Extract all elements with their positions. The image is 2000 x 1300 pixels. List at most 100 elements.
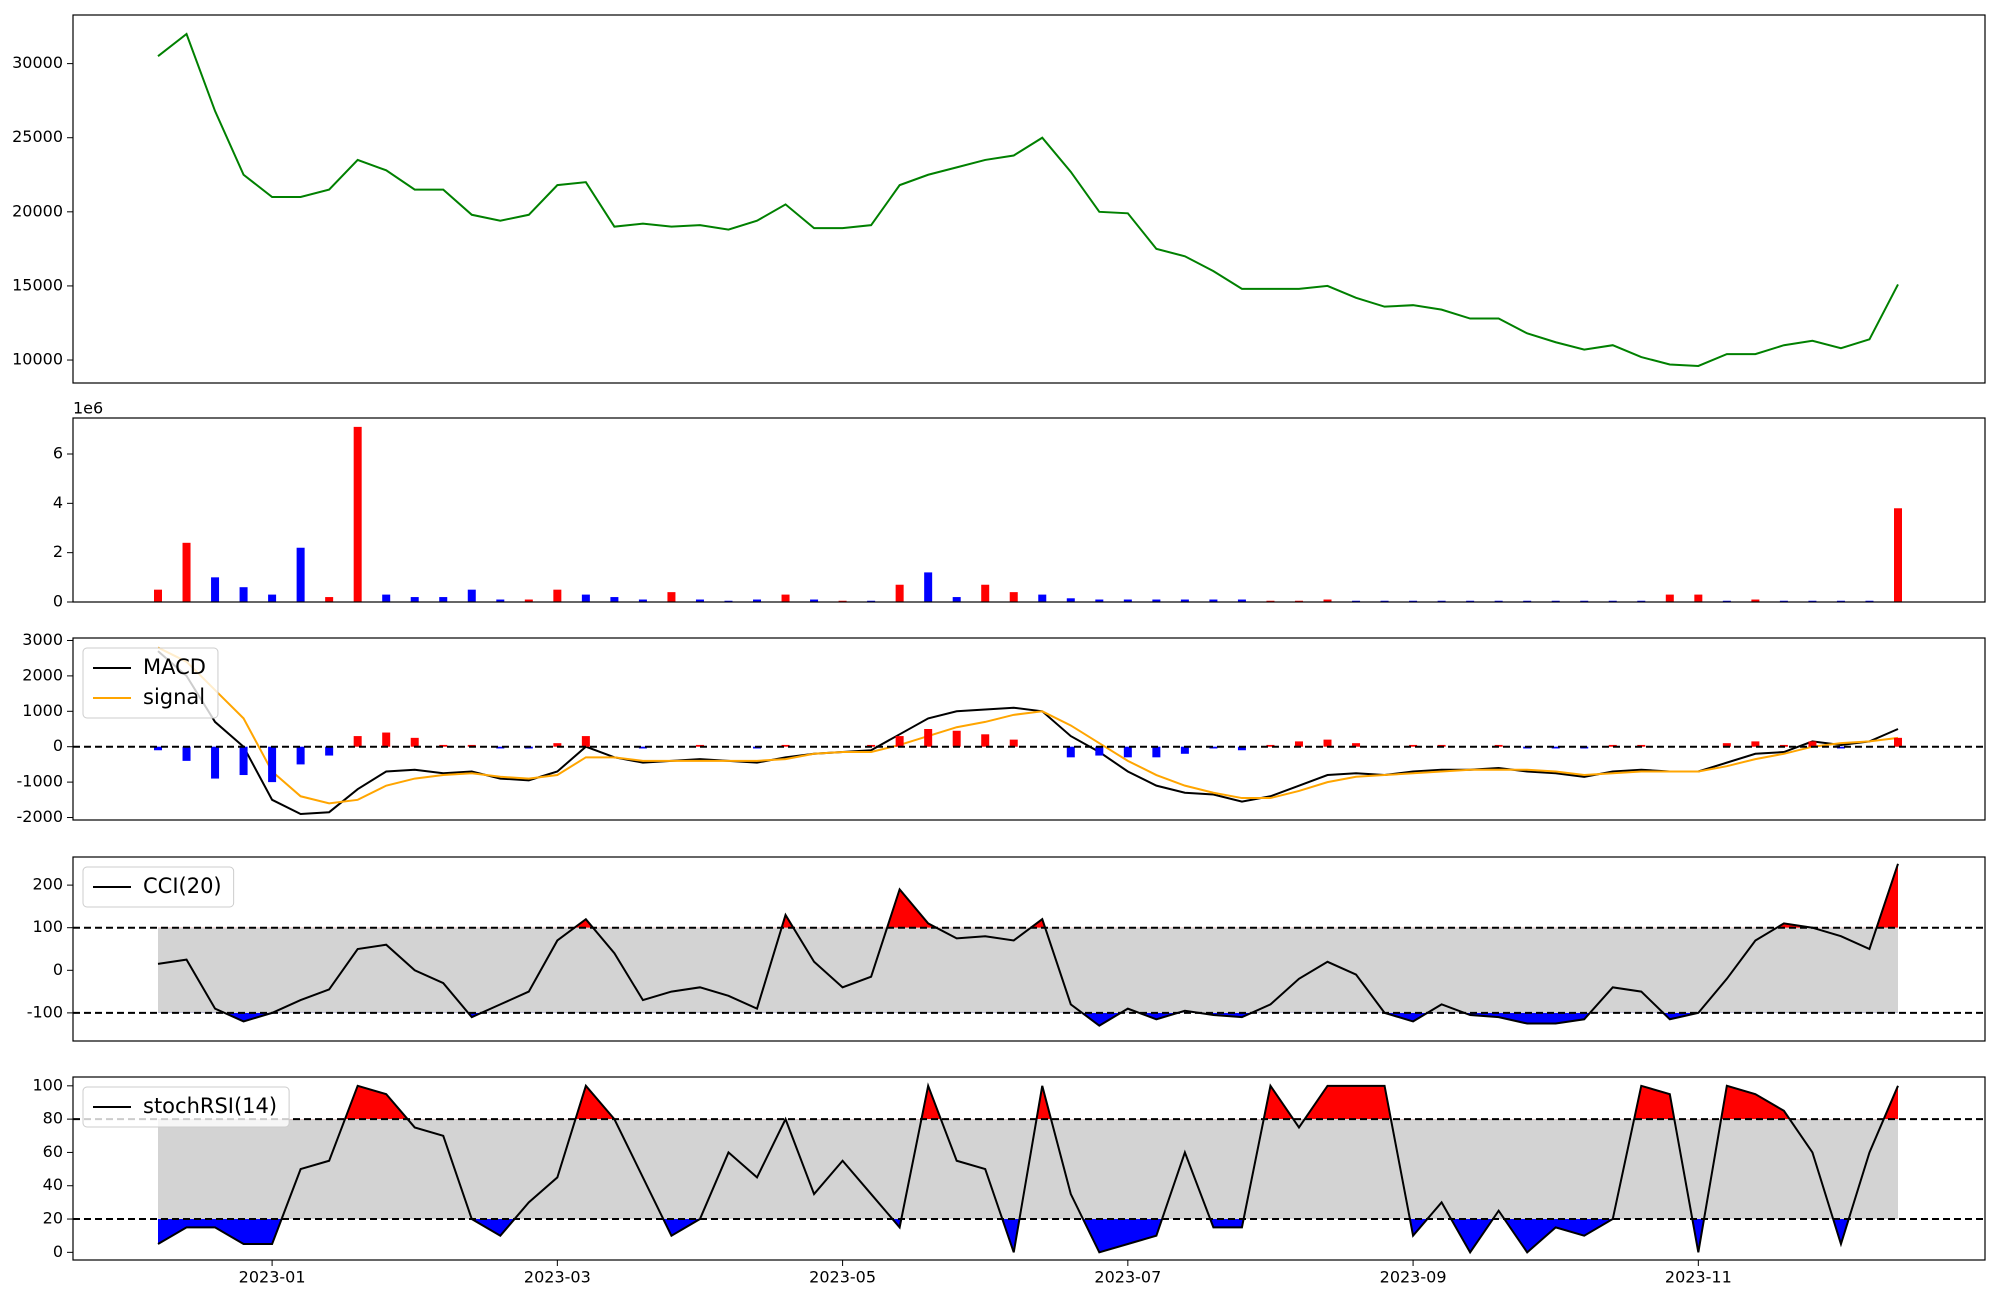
bar (1066, 746, 1075, 758)
bar (1722, 600, 1731, 602)
legend-label: signal (143, 685, 205, 709)
y-tick-label: -2000 (17, 807, 64, 826)
panel-frame (72, 1076, 1986, 1261)
y-tick-label: 0 (53, 960, 63, 979)
y-tick-label: 100 (32, 1075, 63, 1094)
bar (1608, 600, 1617, 602)
bar (1836, 746, 1845, 749)
bar (1551, 600, 1560, 602)
bar (1294, 741, 1303, 747)
bar (981, 584, 990, 602)
bar (268, 594, 277, 602)
bar (1152, 746, 1161, 758)
bar (1580, 600, 1589, 602)
bar (1180, 746, 1189, 754)
y-tick-label: 3000 (22, 630, 63, 649)
bar (895, 736, 904, 747)
bar (1808, 600, 1817, 602)
bar (1294, 600, 1303, 602)
bar (1323, 599, 1332, 602)
bar (1095, 599, 1104, 602)
x-tick-label: 2023-03 (524, 1268, 591, 1287)
y-tick-label: -100 (27, 1002, 63, 1021)
bar (895, 584, 904, 602)
bar (810, 599, 819, 602)
bar (1694, 594, 1703, 602)
bar (1494, 600, 1503, 602)
line (157, 32, 1899, 367)
y-tick-label: 4 (53, 493, 63, 512)
bar (1551, 746, 1560, 749)
bar (1123, 599, 1132, 602)
bar (695, 599, 704, 602)
bar (1066, 598, 1075, 602)
legend-label: MACD (143, 655, 206, 679)
bar (1180, 599, 1189, 602)
y-tick-label: 15000 (12, 275, 63, 294)
line (157, 650, 1899, 815)
y-tick-label: 30000 (12, 53, 63, 72)
legend-label: CCI(20) (143, 874, 222, 898)
line (157, 646, 1899, 805)
bar (410, 597, 419, 602)
y-tick-label: 0 (53, 1242, 63, 1261)
bar (1779, 600, 1788, 602)
bar (924, 572, 933, 602)
y-tick-label: 2 (53, 542, 63, 561)
bar (1608, 744, 1617, 747)
bar (638, 599, 647, 602)
fill-below (158, 1012, 1898, 1026)
bar (1894, 737, 1902, 747)
bar (325, 597, 334, 602)
bar (1409, 600, 1418, 602)
bar (1836, 600, 1845, 602)
bar (781, 744, 790, 747)
bar (439, 744, 448, 747)
bar (524, 599, 533, 602)
panel (73, 1082, 1985, 1255)
bar (1323, 739, 1332, 747)
legend-box (82, 647, 219, 719)
bar (296, 547, 305, 602)
y-tick-label: 100 (32, 917, 63, 936)
band (158, 927, 1898, 1013)
bar (211, 746, 220, 779)
bar (553, 743, 562, 747)
bar (1095, 746, 1104, 756)
bar (496, 746, 505, 749)
bar (410, 737, 419, 747)
bar (553, 589, 562, 602)
bar (439, 597, 448, 602)
bar (724, 600, 733, 602)
y-tick-label: 6 (53, 444, 63, 463)
bar (981, 734, 990, 747)
bar (1894, 508, 1902, 602)
bar (1865, 600, 1874, 602)
bar (952, 730, 961, 747)
bar (325, 746, 334, 756)
y-tick-label: 60 (43, 1142, 63, 1161)
panel (154, 426, 1902, 602)
bar (239, 746, 248, 776)
bar (239, 587, 248, 602)
bar (211, 577, 220, 602)
bar (1751, 599, 1760, 602)
y-tick-label: 20000 (12, 201, 63, 220)
bar (667, 592, 676, 602)
bar (781, 594, 790, 602)
y-tick-label: -1000 (17, 772, 64, 791)
bar (353, 426, 362, 602)
panel (73, 646, 1985, 815)
panel (157, 32, 1899, 367)
bar (1637, 600, 1646, 602)
x-tick-label: 2023-07 (1094, 1268, 1161, 1287)
bar (952, 597, 961, 602)
panel-frame (72, 856, 1986, 1042)
panel-frame (72, 417, 1986, 603)
bar (1808, 741, 1817, 747)
y-tick-label: 10000 (12, 350, 63, 369)
bar (1038, 594, 1047, 602)
line (157, 863, 1899, 1027)
legend-box (82, 1086, 290, 1128)
